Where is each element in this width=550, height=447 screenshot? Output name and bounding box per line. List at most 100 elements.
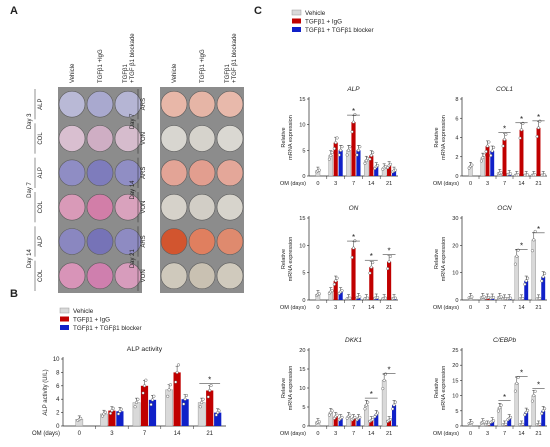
right-well xyxy=(188,228,216,255)
right-well xyxy=(216,262,244,290)
right-well xyxy=(188,90,216,118)
cebpb-bar xyxy=(541,410,546,426)
ocn-data-point xyxy=(524,279,528,283)
b-data-point xyxy=(142,384,147,388)
ocn-significance-marker: * xyxy=(520,241,523,250)
dkk1-bar xyxy=(369,420,374,426)
b-data-point xyxy=(166,394,170,398)
right-well xyxy=(160,193,188,221)
cebpb-bar xyxy=(524,412,529,426)
panel-label-c: C xyxy=(254,5,262,17)
panel-c-legend-swatch xyxy=(291,9,302,16)
alp-bar xyxy=(374,166,379,176)
left-well xyxy=(58,90,86,118)
b-data-point xyxy=(198,405,202,409)
col1-data-point xyxy=(501,144,505,148)
dkk1-bar xyxy=(333,416,338,426)
alp-bar xyxy=(338,150,343,176)
left-well xyxy=(86,228,114,255)
panel-b-legend-label: TGFβ1 + TGFβ1 blocker xyxy=(73,325,142,332)
ocn-data-point xyxy=(530,249,534,253)
b-bar xyxy=(206,390,214,426)
left-column-header: TGFβ1 xyxy=(123,64,129,83)
ocn-x-tick-label: 7 xyxy=(503,305,506,311)
on-y-tick-label: 15 xyxy=(299,216,305,222)
dkk1-data-point xyxy=(366,400,370,404)
right-column-header: +TGF β1 blockade xyxy=(232,33,238,83)
left-stain-label: ALP xyxy=(38,236,44,247)
cebpb-data-point xyxy=(513,389,517,393)
on-data-point xyxy=(371,261,375,265)
on-y-tick-label: 0 xyxy=(302,298,305,304)
dkk1-data-point xyxy=(364,403,368,407)
alp-data-point xyxy=(393,168,397,172)
alp-data-point xyxy=(364,159,368,163)
dkk1-bar xyxy=(387,420,392,426)
col1-data-point xyxy=(516,173,520,177)
dkk1-significance-marker: * xyxy=(388,365,391,374)
on-data-point xyxy=(387,260,391,264)
left-stain-label: COL xyxy=(38,132,44,145)
alp-bar xyxy=(356,150,361,176)
col1-data-point xyxy=(536,126,541,130)
panel-c-legend-label: Vehicle xyxy=(305,10,326,17)
right-stain-label: VON xyxy=(141,132,147,145)
left-well xyxy=(86,90,114,118)
col1-data-point xyxy=(499,171,503,175)
cebpb-bar xyxy=(490,421,495,426)
b-data-point xyxy=(217,409,221,413)
alp-significance-marker: * xyxy=(352,107,355,116)
panel-b-legend-swatch xyxy=(59,307,70,314)
right-well xyxy=(188,193,216,221)
alp-data-point xyxy=(347,148,351,152)
cebpb-bar xyxy=(507,418,512,426)
b-bar xyxy=(173,372,181,426)
dkk1-significance-marker: * xyxy=(370,390,373,399)
b-bar xyxy=(116,411,124,426)
alp-bar xyxy=(333,142,338,176)
b-y-tick-label: 6 xyxy=(56,384,60,390)
cebpb-x-tick-label: 21 xyxy=(535,431,541,437)
alp-x-axis-label: OM (days) xyxy=(280,181,306,187)
b-y-axis-label: ALP activity (U/L) xyxy=(43,369,49,415)
b-data-point xyxy=(168,383,173,387)
b-bar xyxy=(165,389,173,427)
on-x-axis-label: OM (days) xyxy=(280,305,306,311)
dkk1-y-tick-label: 0 xyxy=(302,424,305,430)
b-data-point xyxy=(214,413,218,417)
cebpb-data-point xyxy=(516,375,520,380)
left-stain-label: ALP xyxy=(38,98,44,109)
left-well xyxy=(86,262,114,290)
right-day-label: Day 21 xyxy=(130,249,136,269)
on-x-tick-label: 3 xyxy=(334,305,337,311)
col1-data-point xyxy=(518,136,522,140)
col1-x-axis-label: OM (days) xyxy=(433,181,459,187)
alp-x-tick-label: 0 xyxy=(316,181,319,187)
on-significance-marker: * xyxy=(388,247,391,256)
b-data-point xyxy=(176,363,181,367)
alp-data-point xyxy=(327,157,331,161)
panel-c-legend-swatch xyxy=(292,27,301,32)
on-data-point xyxy=(340,289,344,293)
on-significance-marker: * xyxy=(370,252,373,261)
col1-x-tick-label: 21 xyxy=(535,181,541,187)
cebpb-data-point xyxy=(515,381,519,385)
dkk1-data-point xyxy=(371,417,375,422)
left-well xyxy=(86,125,114,152)
b-y-tick-label: 4 xyxy=(56,397,60,403)
ocn-data-point xyxy=(538,296,542,300)
cebpb-data-point xyxy=(532,394,536,398)
dkk1-y-axis-label: mRNA expression xyxy=(288,366,294,411)
alp-data-point xyxy=(330,151,334,155)
cebpb-data-point xyxy=(541,409,545,413)
left-column-header: TGFβ1 +IgG xyxy=(98,49,104,83)
dkk1-data-point xyxy=(391,407,395,411)
ocn-x-tick-label: 21 xyxy=(535,305,541,311)
dkk1-data-point xyxy=(381,387,385,391)
on-data-point xyxy=(376,295,380,300)
dkk1-bar xyxy=(391,405,397,426)
on-x-tick-label: 7 xyxy=(352,305,355,311)
left-well xyxy=(114,159,142,187)
b-significance-marker: * xyxy=(208,375,211,384)
